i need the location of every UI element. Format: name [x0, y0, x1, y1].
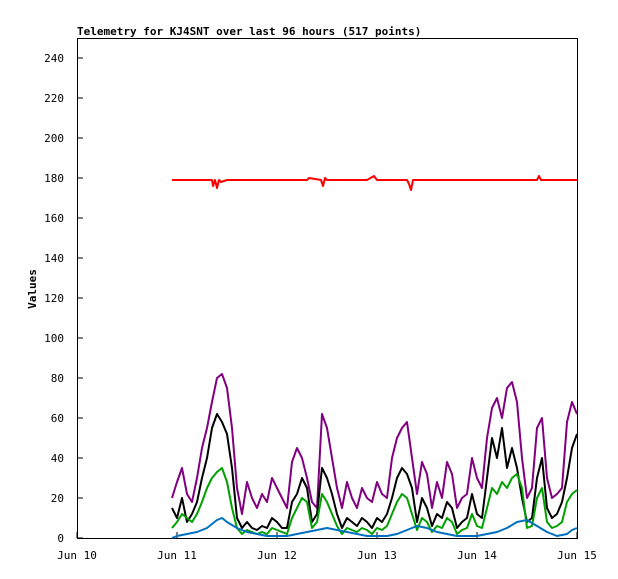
series-line-1: [172, 175, 577, 191]
y-tick-label: 0: [57, 532, 64, 545]
y-axis-label: Values: [26, 269, 39, 309]
y-tick-label: 80: [51, 372, 64, 385]
chart-title: Telemetry for KJ4SNT over last 96 hours …: [77, 25, 421, 38]
x-tick-label: Jun 12: [257, 549, 297, 562]
x-tick-label: Jun 15: [557, 549, 597, 562]
y-tick-label: 240: [44, 52, 64, 65]
y-tick-label: 180: [44, 172, 64, 185]
y-axis: 0 20 40 60 80 100 120 140 160 180 200 220 240: [44, 52, 83, 545]
y-tick-label: 100: [44, 332, 64, 345]
x-tick-label: Jun 14: [457, 549, 497, 562]
y-tick-label: 200: [44, 132, 64, 145]
y-tick-label: 120: [44, 292, 64, 305]
series-line-4: [171, 467, 578, 535]
y-tick-label: 220: [44, 92, 64, 105]
series-group: [171, 175, 578, 539]
y-tick-label: 20: [51, 492, 64, 505]
y-tick-label: 140: [44, 252, 64, 265]
x-tick-label: Jun 11: [157, 549, 197, 562]
plot-frame: [77, 38, 578, 539]
series-line-2: [171, 373, 578, 515]
x-axis: Jun 10 Jun 11 Jun 12 Jun 13 Jun 14 Jun 15: [57, 532, 597, 562]
series-line-3: [171, 413, 578, 531]
series-line-5: [171, 517, 578, 539]
x-tick-label: Jun 10: [57, 549, 97, 562]
x-tick-label: Jun 13: [357, 549, 397, 562]
y-tick-label: 160: [44, 212, 64, 225]
y-tick-label: 40: [51, 452, 64, 465]
y-tick-label: 60: [51, 412, 64, 425]
